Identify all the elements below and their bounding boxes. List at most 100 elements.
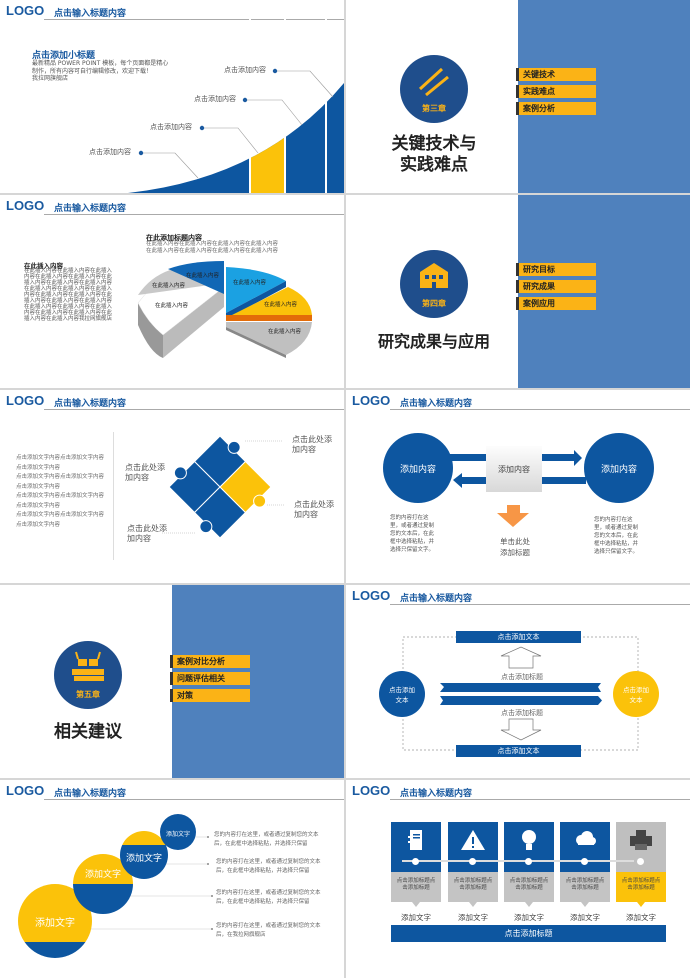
chapter-tag[interactable]: 实践难点	[516, 85, 596, 98]
center-box[interactable]: 添加内容	[486, 446, 542, 492]
description[interactable]: 您的内容打在这里，或者通过复制您的文本后，在此框中选择粘贴，并选择只保留	[214, 832, 319, 847]
logo: LOGO	[6, 783, 45, 798]
slice-label[interactable]: 在此插入内容	[264, 302, 298, 308]
pie-title[interactable]: 在此添加标题内容	[146, 234, 202, 242]
circle-label[interactable]: 添加文字	[165, 831, 190, 838]
chapter-tag[interactable]: 问题评估相关	[170, 672, 250, 685]
title-line: 关键技术与	[391, 134, 477, 154]
chapter-tag[interactable]: 对策	[170, 689, 250, 702]
slice-label[interactable]: 在此插入内容	[152, 283, 186, 289]
card-label[interactable]: 添加文字	[458, 913, 488, 922]
left-body[interactable]: 在此插入内容在此插入内容在此插入内容在此插入内容在此插入内容在此插入内容在此插入…	[24, 268, 113, 322]
chapter-tag[interactable]: 案例应用	[516, 297, 596, 310]
left-circle[interactable]: 添加内容	[383, 433, 453, 503]
card-title[interactable]: 点击添加标题点击添加标题	[448, 872, 498, 902]
chapter-tag[interactable]: 案例分析	[516, 102, 596, 115]
card-title[interactable]: 点击添加标题点击添加标题	[391, 872, 441, 902]
chapter-title[interactable]: 关键技术与 实践难点	[346, 134, 522, 176]
logo: LOGO	[6, 198, 45, 213]
top-bar[interactable]: 点击添加文本	[456, 631, 581, 643]
slide-title[interactable]: 点击输入标题内容	[54, 399, 127, 409]
puzzle-graphic	[162, 435, 285, 539]
circle-label[interactable]: 添加文字	[125, 854, 162, 864]
right-description[interactable]: 您的内容打在这里，或者通过复制您的文本后，在此框中选择粘贴，并选择只保留文字。	[594, 517, 639, 555]
subtitle[interactable]: 点击添加小标题	[32, 51, 96, 61]
body-text[interactable]: 最新精品 POWER POINT 模板，每个页面都是精心 制作，所有内容可自行编…	[32, 60, 168, 83]
pointer-triangle	[581, 902, 589, 907]
bottom-bar[interactable]: 点击添加文本	[456, 745, 581, 757]
chapter-title[interactable]: 研究成果与应用	[377, 332, 490, 351]
chapter-tag[interactable]: 研究目标	[516, 263, 596, 276]
description[interactable]: 您的内容打在这里，或者通过复制您的文本后，在此框中选择粘贴，并选择只保留	[216, 859, 321, 874]
slide-title[interactable]: 点击输入标题内容	[54, 9, 127, 19]
card-title[interactable]: 点击添加标题点击添加标题	[560, 872, 610, 902]
slide-chapter-3[interactable]: 第三章 关键技术与 实践难点 关键技术 实践难点 案例分析	[346, 0, 690, 193]
text-paragraph: 点击添加文字内容点击添加文字内容点击添加文字内容	[16, 493, 105, 509]
chapter-tag[interactable]: 研究成果	[516, 280, 596, 293]
circle-label[interactable]: 添加文字	[35, 918, 75, 929]
icon-card[interactable]: 点击添加标题点击添加标题 添加文字	[616, 822, 666, 932]
icon-card[interactable]: 点击添加标题点击添加标题 添加文字	[448, 822, 498, 932]
left-text[interactable]: 点击添加文字内容点击添加文字内容点击添加文字内容 点击添加文字内容点击添加文字内…	[16, 454, 104, 530]
curve-label[interactable]: 点击添加内容	[194, 95, 236, 103]
arrow-label[interactable]: 单击此处添加标题	[500, 537, 530, 557]
chapter-title[interactable]: 相关建议	[54, 722, 122, 742]
icon-card[interactable]: 点击添加标题点击添加标题 添加文字	[504, 822, 554, 932]
bottom-bar[interactable]: 点击添加标题	[391, 925, 666, 942]
left-heading[interactable]: 在此插入内容	[24, 262, 63, 270]
puzzle-label[interactable]: 点击此处添加内容	[292, 435, 332, 454]
slide-growth-curve[interactable]: LOGO 点击输入标题内容 点击添加小标题 最新精品 POWER POINT 模…	[0, 0, 344, 193]
pointer-triangle	[525, 902, 533, 907]
slide-title[interactable]: 点击输入标题内容	[54, 789, 127, 799]
slide-title[interactable]: 点击输入标题内容	[400, 399, 473, 409]
right-circle[interactable]: 添加内容	[584, 433, 654, 503]
slice-label[interactable]: 在此插入内容	[268, 329, 302, 335]
curve-area	[128, 83, 344, 193]
card-label[interactable]: 添加文字	[401, 913, 431, 922]
description[interactable]: 您的内容打在这里，或者通过复制您的文本后，在我拉网旗舰店	[216, 923, 321, 938]
left-circle[interactable]: 点击添加文本	[379, 671, 425, 717]
cloud-icon	[573, 830, 597, 872]
circle-label[interactable]: 添加文字	[84, 870, 121, 880]
card-title[interactable]: 点击添加标题点击添加标题	[504, 872, 554, 902]
description[interactable]: 您的内容打在这里，或者通过复制您的文本后，在此框中选择粘贴，并选择只保留	[216, 890, 321, 905]
slide-circles[interactable]: LOGO 点击输入标题内容 添加文字 添加文字 添加文字 添加文字 您的内容打在…	[0, 780, 344, 978]
title-line: 实践难点	[400, 155, 468, 175]
label-top[interactable]: 点击添加标题	[501, 673, 543, 681]
slide-cycle[interactable]: LOGO 点击输入标题内容 点击添加文本 点击添加文本 点击添加标题 点击添加标…	[346, 585, 690, 778]
puzzle-label[interactable]: 点击此处添加内容	[294, 500, 334, 519]
slice-label[interactable]: 在此插入内容	[186, 273, 220, 279]
slide-pie[interactable]: LOGO 点击输入标题内容 在此添加标题内容 在此插入内容在此插入内容在此插入内…	[0, 195, 344, 388]
icon-card[interactable]: 点击添加标题点击添加标题 添加文字	[560, 822, 610, 932]
slide-title[interactable]: 点击输入标题内容	[400, 789, 473, 799]
slide-chapter-5[interactable]: 第五章 相关建议 案例对比分析 问题评估相关 对策	[0, 585, 344, 778]
slice-label[interactable]: 在此插入内容	[233, 280, 267, 286]
slide-exchange[interactable]: LOGO 点击输入标题内容 添加内容 添加内容 添加内容 您的内容打在这里，或者…	[346, 390, 690, 583]
slide-title[interactable]: 点击输入标题内容	[54, 204, 127, 214]
puzzle-label[interactable]: 点击此处添加内容	[125, 463, 165, 482]
header-divider	[390, 409, 690, 410]
curve-label[interactable]: 点击添加内容	[224, 66, 266, 74]
curve-label[interactable]: 点击添加内容	[150, 123, 192, 131]
slide-icon-cards[interactable]: LOGO 点击输入标题内容 点击添加标题点击添加标题 添加文字 点击添加标题点击…	[346, 780, 690, 978]
puzzle-label[interactable]: 点击此处添加内容	[127, 524, 167, 543]
lightbulb-icon	[521, 830, 537, 872]
card-title[interactable]: 点击添加标题点击添加标题	[616, 872, 666, 902]
icon-card[interactable]: 点击添加标题点击添加标题 添加文字	[391, 822, 441, 932]
card-label[interactable]: 添加文字	[626, 913, 656, 922]
card-label[interactable]: 添加文字	[570, 913, 600, 922]
pie-title-text[interactable]: 在此插入内容在此插入内容在此插入内容在此插入内容 在此插入内容在此插入内容在此插…	[146, 241, 278, 254]
right-circle[interactable]: 点击添加文本	[613, 671, 659, 717]
curve-label[interactable]: 点击添加内容	[89, 148, 131, 156]
slide-puzzle[interactable]: LOGO 点击输入标题内容 点击添加文字内容点击添加文字内容点击添加文字内容 点…	[0, 390, 344, 583]
slide-chapter-4[interactable]: 第四章 研究成果与应用 研究目标 研究成果 案例应用	[346, 195, 690, 388]
card-label[interactable]: 添加文字	[514, 913, 544, 922]
left-description[interactable]: 您的内容打在这里，或者通过复制您的文本后，在此框中选择粘贴，并选择只保留文字。	[390, 515, 435, 553]
label-bottom[interactable]: 点击添加标题	[501, 709, 543, 717]
chapter-badge: 第三章	[400, 55, 468, 123]
pointer-triangle	[412, 902, 420, 907]
slice-label[interactable]: 在此插入内容	[155, 303, 189, 309]
chapter-tag[interactable]: 案例对比分析	[170, 655, 250, 668]
chapter-tag[interactable]: 关键技术	[516, 68, 596, 81]
slide-title[interactable]: 点击输入标题内容	[400, 594, 473, 604]
